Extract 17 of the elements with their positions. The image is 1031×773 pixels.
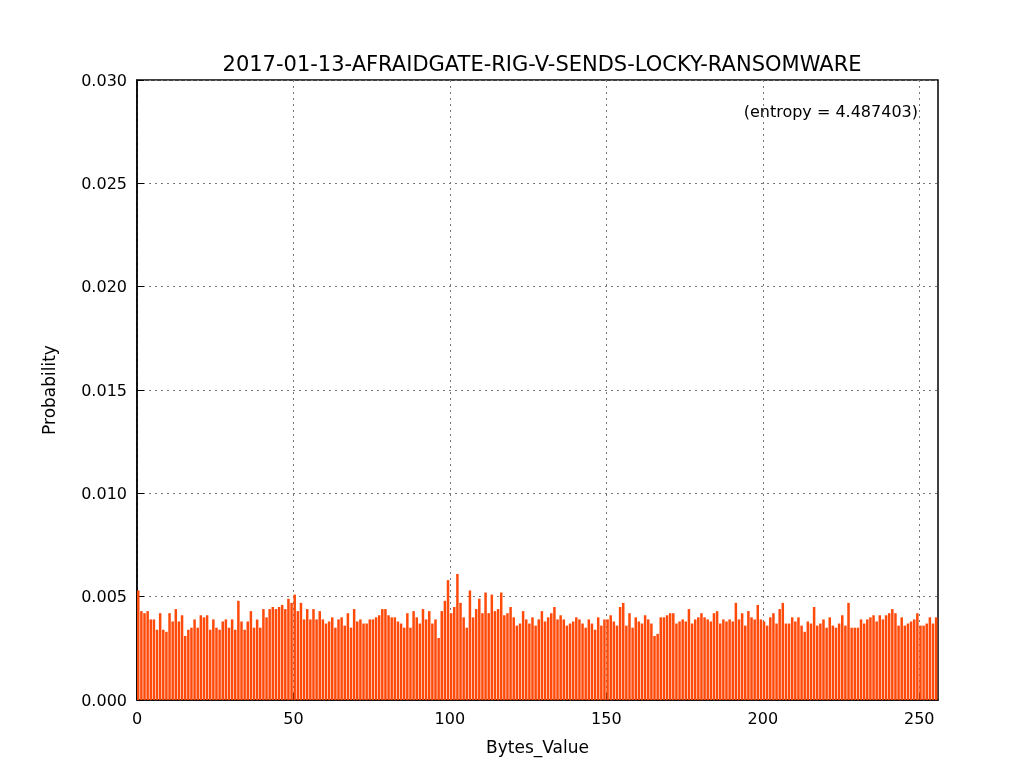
x-tick-label: 50 — [283, 708, 304, 728]
y-tick-label: 0.005 — [81, 587, 127, 607]
x-axis-title: Bytes_Value — [486, 736, 589, 758]
y-tick-label: 0.010 — [81, 483, 127, 503]
x-tick-label: 100 — [434, 708, 466, 728]
x-tick-label: 200 — [747, 708, 779, 728]
x-tick-label: 0 — [131, 708, 143, 728]
y-tick-label: 0.030 — [81, 70, 127, 90]
x-tick-label: 250 — [903, 708, 935, 728]
chart-title: 2017-01-13-AFRAIDGATE-RIG-V-SENDS-LOCKY-RANSOMWARE — [222, 51, 862, 76]
y-axis-title: Probability — [38, 345, 59, 435]
y-tick-label: 0.025 — [81, 173, 127, 193]
y-tick-label: 0.020 — [81, 277, 127, 297]
y-tick-label: 0.000 — [81, 690, 127, 710]
x-tick-label: 150 — [591, 708, 622, 728]
y-tick-label: 0.015 — [81, 380, 127, 400]
annotation: (entropy = 4.487403) — [743, 101, 919, 121]
